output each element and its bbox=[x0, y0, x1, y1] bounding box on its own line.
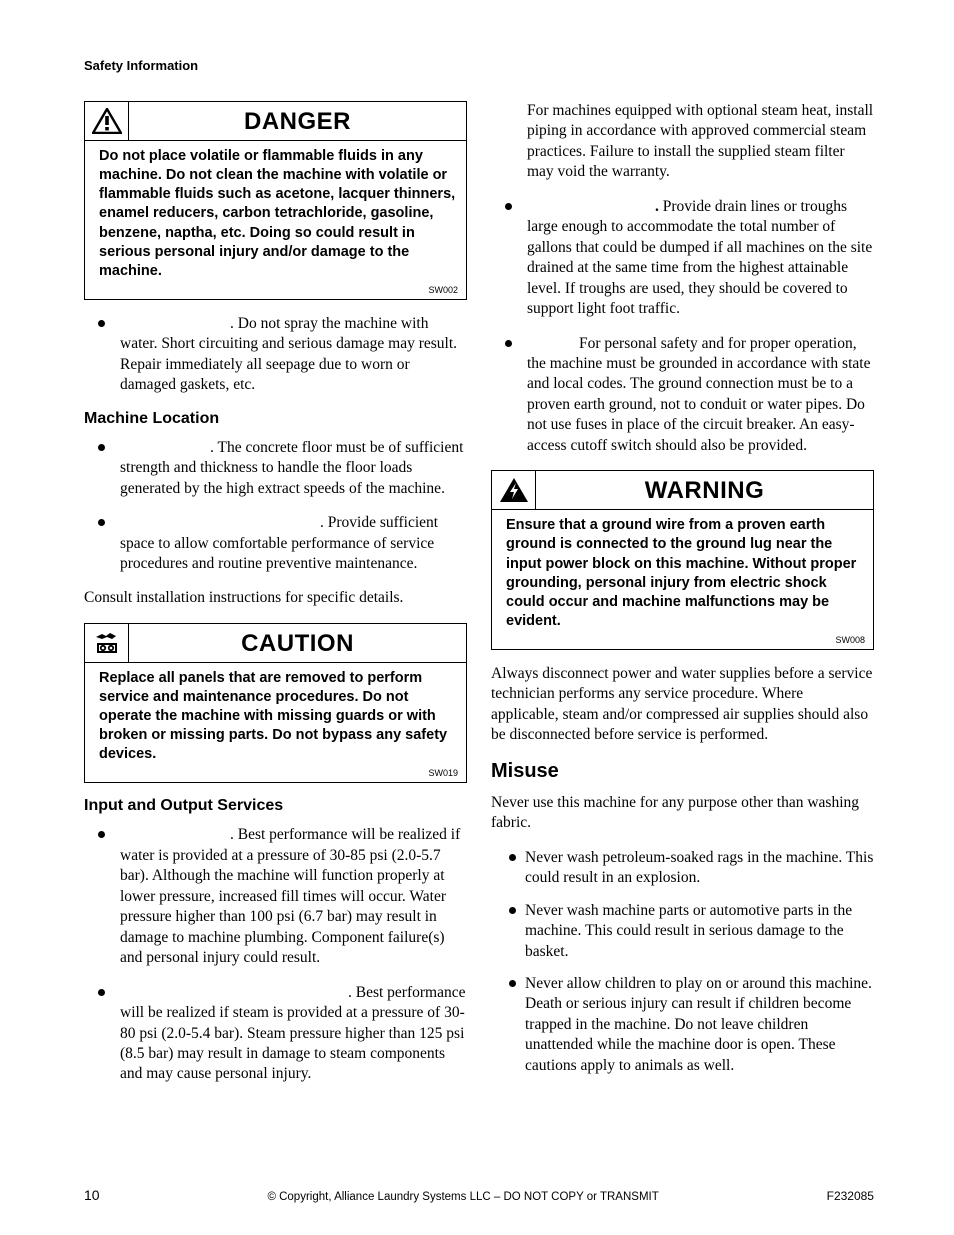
danger-icon bbox=[85, 102, 129, 140]
right-top-list: . Provide drain lines or troughs large e… bbox=[491, 197, 874, 456]
steam-heat-para: For machines equipped with optional stea… bbox=[491, 101, 874, 183]
misuse-list: Never wash petroleum-soaked rags in the … bbox=[491, 848, 874, 1077]
danger-callout: DANGER Do not place volatile or flammabl… bbox=[84, 101, 467, 300]
page-footer: 10 © Copyright, Alliance Laundry Systems… bbox=[84, 1187, 874, 1203]
machine-location-list: . The concrete floor must be of sufficie… bbox=[84, 438, 467, 575]
water-bullet: . Best performance will be realized if w… bbox=[84, 825, 467, 968]
floor-bullet: . The concrete floor must be of sufficie… bbox=[84, 438, 467, 499]
caution-icon bbox=[85, 624, 129, 662]
warning-callout: WARNING Ensure that a ground wire from a… bbox=[491, 470, 874, 650]
machine-location-heading: Machine Location bbox=[84, 410, 467, 428]
spray-bullet: . Do not spray the machine with water. S… bbox=[84, 314, 467, 396]
misuse-bullet-1: Never wash petroleum-soaked rags in the … bbox=[491, 848, 874, 889]
right-column: For machines equipped with optional stea… bbox=[491, 101, 874, 1099]
ground-bullet: For personal safety and for proper opera… bbox=[491, 334, 874, 457]
spray-bullet-list: . Do not spray the machine with water. S… bbox=[84, 314, 467, 396]
warning-title: WARNING bbox=[536, 471, 873, 509]
floor-bullet-text: . The concrete floor must be of sufficie… bbox=[120, 439, 463, 497]
misuse-intro: Never use this machine for any purpose o… bbox=[491, 793, 874, 834]
misuse-bullet-2: Never wash machine parts or automotive p… bbox=[491, 901, 874, 962]
warning-code: SW008 bbox=[492, 635, 873, 649]
disconnect-para: Always disconnect power and water suppli… bbox=[491, 664, 874, 746]
drain-bullet-text: Provide drain lines or troughs large eno… bbox=[527, 198, 872, 317]
caution-body: Replace all panels that are removed to p… bbox=[85, 663, 466, 769]
water-bullet-text: . Best performance will be realized if w… bbox=[120, 826, 460, 966]
page-number: 10 bbox=[84, 1187, 100, 1203]
ground-bullet-text: For personal safety and for proper opera… bbox=[527, 335, 870, 454]
warning-icon bbox=[492, 471, 536, 509]
danger-body: Do not place volatile or flammable fluid… bbox=[85, 141, 466, 285]
caution-callout: CAUTION Replace all panels that are remo… bbox=[84, 623, 467, 784]
section-header: Safety Information bbox=[84, 58, 874, 73]
misuse-bullet-3: Never allow children to play on or aroun… bbox=[491, 974, 874, 1076]
copyright-text: © Copyright, Alliance Laundry Systems LL… bbox=[267, 1191, 658, 1203]
doc-code: F232085 bbox=[827, 1189, 874, 1203]
misuse-heading: Misuse bbox=[491, 760, 874, 783]
danger-title: DANGER bbox=[129, 102, 466, 140]
caution-code: SW019 bbox=[85, 768, 466, 782]
consult-para: Consult installation instructions for sp… bbox=[84, 588, 467, 608]
drain-bullet: . Provide drain lines or troughs large e… bbox=[491, 197, 874, 320]
danger-code: SW002 bbox=[85, 285, 466, 299]
warning-header: WARNING bbox=[492, 471, 873, 510]
caution-header: CAUTION bbox=[85, 624, 466, 663]
io-heading: Input and Output Services bbox=[84, 797, 467, 815]
left-column: DANGER Do not place volatile or flammabl… bbox=[84, 101, 467, 1099]
steam-bullet-text: . Best performance will be realized if s… bbox=[120, 984, 466, 1083]
spray-bullet-text: . Do not spray the machine with water. S… bbox=[120, 315, 457, 393]
space-bullet-text: . Provide sufficient space to allow comf… bbox=[120, 514, 438, 572]
danger-header: DANGER bbox=[85, 102, 466, 141]
space-bullet: . Provide sufficient space to allow comf… bbox=[84, 513, 467, 574]
steam-bullet: . Best performance will be realized if s… bbox=[84, 983, 467, 1085]
caution-title: CAUTION bbox=[129, 624, 466, 662]
io-list: . Best performance will be realized if w… bbox=[84, 825, 467, 1084]
warning-body: Ensure that a ground wire from a proven … bbox=[492, 510, 873, 635]
content-columns: DANGER Do not place volatile or flammabl… bbox=[84, 101, 874, 1099]
